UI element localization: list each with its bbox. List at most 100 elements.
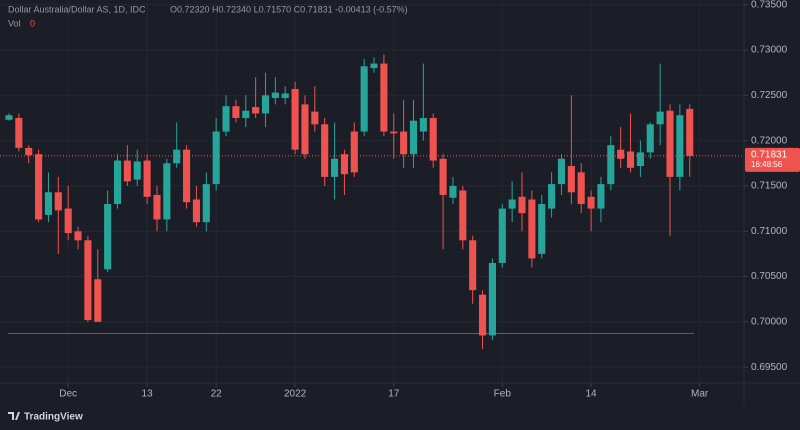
candle-body xyxy=(478,294,487,336)
candle-body xyxy=(567,165,575,193)
grid xyxy=(0,0,744,383)
countdown: 16:48:56 xyxy=(751,160,783,169)
candle-body xyxy=(350,131,358,173)
candle-body xyxy=(380,63,388,132)
x-tick-label: 17 xyxy=(388,389,400,400)
candle-body xyxy=(607,145,615,185)
candle-body xyxy=(340,154,348,175)
candle-body xyxy=(212,131,220,185)
candle-body xyxy=(488,262,496,336)
candle-body xyxy=(636,152,644,166)
candle-body xyxy=(261,95,270,114)
y-tick-label: 0.73500 xyxy=(751,0,788,10)
candle-body xyxy=(242,110,250,118)
y-tick-label: 0.70000 xyxy=(751,316,788,327)
candle-body xyxy=(281,93,289,99)
candle-body xyxy=(587,196,595,209)
candle-body xyxy=(311,111,319,125)
candle-body xyxy=(686,108,694,156)
candle-body xyxy=(370,63,378,69)
candle-body xyxy=(646,124,654,153)
candles xyxy=(5,54,694,350)
y-tick-label: 0.72500 xyxy=(751,90,788,101)
candle-body xyxy=(626,151,635,168)
candle-body xyxy=(104,204,112,270)
candle-body xyxy=(64,208,72,234)
candle-body xyxy=(498,208,506,263)
candle-body xyxy=(597,184,605,209)
ohlc-readout: O0.72320 H0.72340 L0.71570 C0.71831 -0.0… xyxy=(170,4,408,14)
candle-body xyxy=(192,199,200,223)
candle-body xyxy=(656,111,664,125)
candle-body xyxy=(173,149,181,164)
candle-body xyxy=(271,92,279,99)
x-tick-label: 22 xyxy=(211,389,223,400)
candle-body xyxy=(291,88,299,150)
x-tick-label: Mar xyxy=(691,389,709,400)
logo-icon xyxy=(8,412,20,420)
candle-body xyxy=(548,184,556,209)
y-tick-label: 0.71500 xyxy=(751,181,788,192)
x-tick-label: Dec xyxy=(59,389,77,400)
candle-body xyxy=(143,160,151,197)
logo: TradingView xyxy=(8,412,83,423)
candle-body xyxy=(74,231,82,241)
candle-body xyxy=(528,199,536,259)
last-price-label: 0.71831 xyxy=(751,150,788,161)
candle-body xyxy=(419,117,427,132)
y-tick-label: 0.73000 xyxy=(751,45,788,56)
candle-body xyxy=(94,279,102,322)
candle-body xyxy=(390,131,398,134)
candle-body xyxy=(15,117,23,148)
candle-body xyxy=(557,158,566,185)
candle-body xyxy=(123,160,131,182)
candle-body xyxy=(360,66,368,132)
branding: TradingView xyxy=(24,412,83,423)
candle-body xyxy=(153,194,161,220)
x-tick-label: Feb xyxy=(494,389,512,400)
candle-body xyxy=(459,190,467,241)
symbol-title: Dollar Australia/Dollar AS, 1D, IDC xyxy=(8,4,146,14)
candle-body xyxy=(617,149,625,159)
candle-body xyxy=(538,204,546,254)
candle-body xyxy=(133,161,141,180)
candle-body xyxy=(439,158,447,195)
candle-body xyxy=(232,106,240,118)
candle-body xyxy=(518,196,526,214)
candle-body xyxy=(54,192,62,211)
x-tick-label: 13 xyxy=(142,389,154,400)
y-tick-label: 0.69500 xyxy=(751,362,788,373)
candle-body xyxy=(113,160,122,205)
candle-body xyxy=(44,192,52,215)
candle-body xyxy=(163,163,171,220)
candle-body xyxy=(666,110,674,177)
y-tick-label: 0.70500 xyxy=(751,271,788,282)
last-price-box xyxy=(745,147,800,172)
candle-body xyxy=(400,131,408,155)
candle-body xyxy=(321,124,329,177)
candle-body xyxy=(331,158,339,177)
candle-body xyxy=(676,115,684,177)
candle-body xyxy=(5,115,13,120)
x-tick-label: 2022 xyxy=(284,389,307,400)
candle-body xyxy=(469,240,477,291)
candle-body xyxy=(429,117,437,161)
candle-body xyxy=(183,149,191,203)
candle-body xyxy=(25,147,33,156)
candle-body xyxy=(202,184,210,223)
candle-body xyxy=(252,107,260,114)
candle-body xyxy=(222,106,230,132)
x-tick-label: 14 xyxy=(586,389,598,400)
candle-body xyxy=(301,104,309,155)
volume-label: Vol xyxy=(8,18,21,28)
volume-value: 0 xyxy=(30,18,35,28)
candle-body xyxy=(449,185,457,198)
candle-body xyxy=(409,120,418,155)
candle-body xyxy=(84,240,92,321)
y-tick-label: 0.71000 xyxy=(751,226,788,237)
y-tick-label: 0.72000 xyxy=(751,135,788,146)
candle-body xyxy=(577,172,585,205)
